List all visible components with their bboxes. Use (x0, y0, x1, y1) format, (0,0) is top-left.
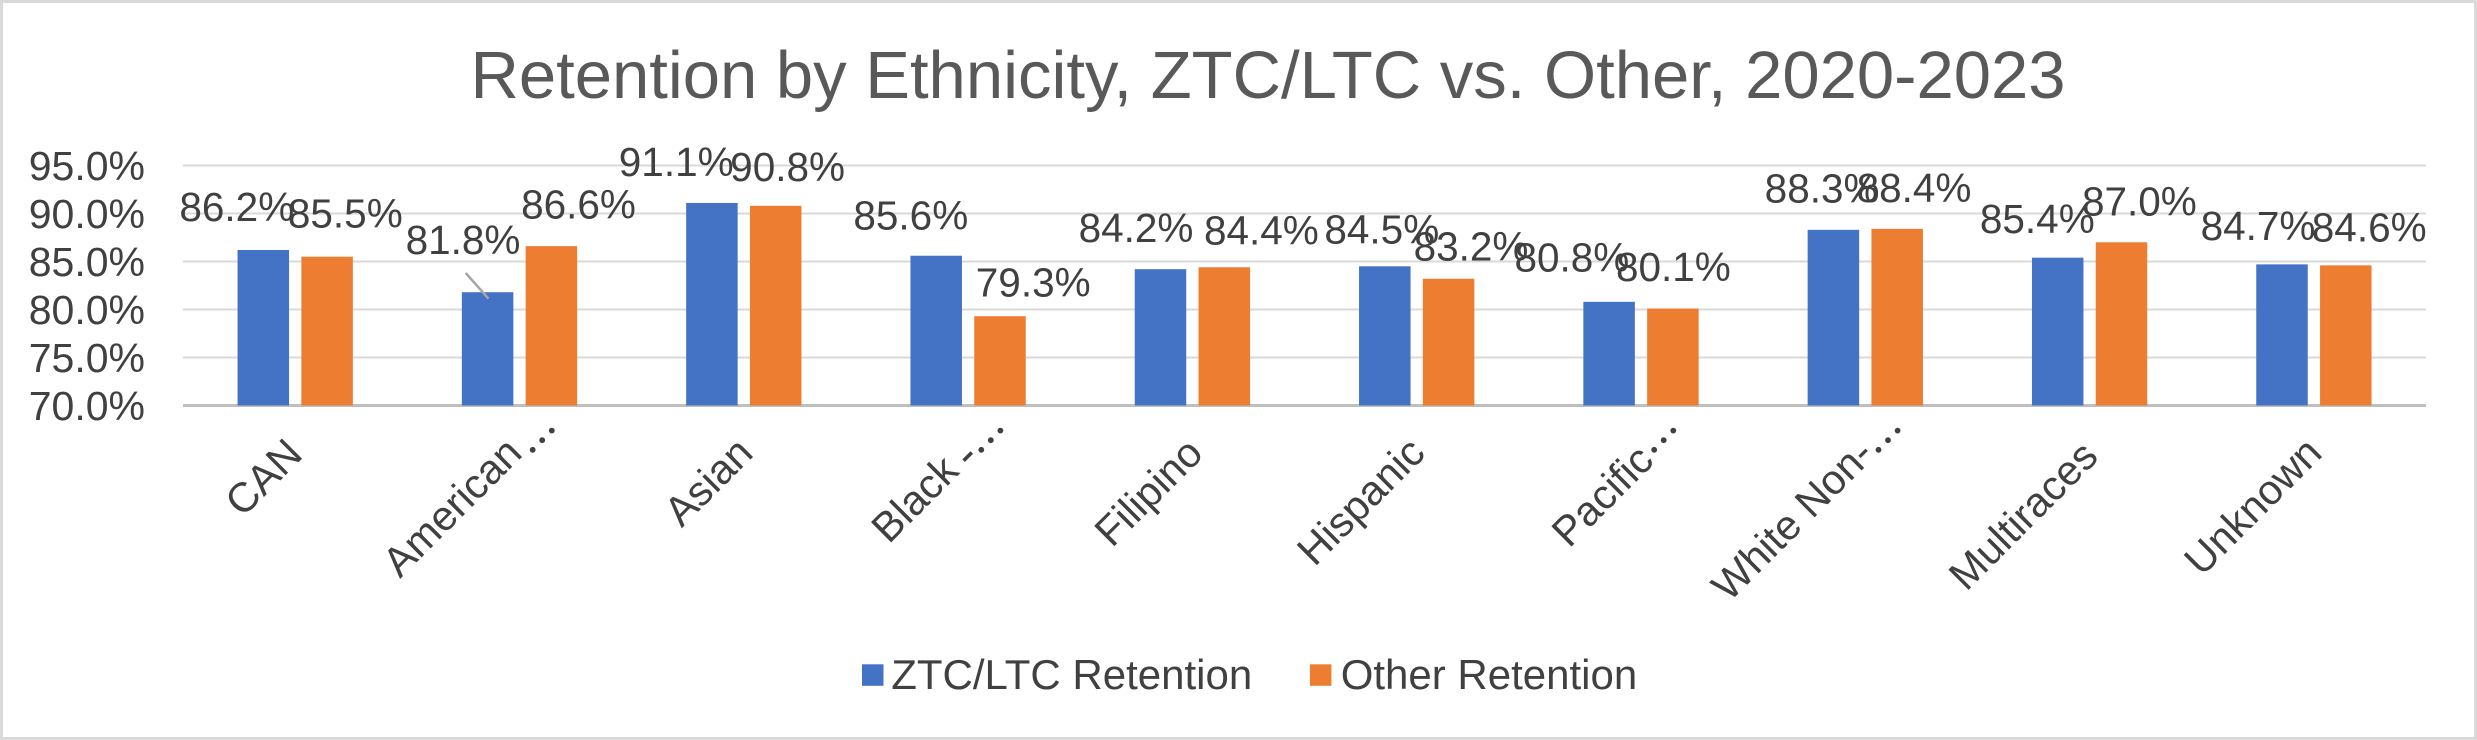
svg-text:84.2%: 84.2% (1079, 205, 1194, 251)
svg-text:Other Retention: Other Retention (1341, 651, 1638, 698)
svg-text:75.0%: 75.0% (29, 335, 145, 381)
svg-text:91.1%: 91.1% (619, 139, 734, 185)
svg-text:ZTC/LTC Retention: ZTC/LTC Retention (891, 651, 1252, 698)
svg-text:84.6%: 84.6% (2312, 204, 2427, 250)
svg-text:85.4%: 85.4% (1980, 196, 2095, 242)
svg-text:85.6%: 85.6% (853, 193, 968, 239)
svg-text:80.1%: 80.1% (1616, 244, 1731, 290)
svg-text:86.6%: 86.6% (521, 182, 636, 228)
svg-text:80.8%: 80.8% (1514, 234, 1629, 280)
svg-text:95.0%: 95.0% (29, 143, 145, 189)
svg-text:84.7%: 84.7% (2201, 203, 2316, 249)
svg-text:83.2%: 83.2% (1414, 224, 1529, 270)
svg-text:Retention by Ethnicity, ZTC/LT: Retention by Ethnicity, ZTC/LTC vs. Othe… (470, 38, 2065, 113)
svg-text:88.3%: 88.3% (1765, 166, 1880, 212)
svg-text:87.0%: 87.0% (2082, 179, 2197, 225)
svg-text:81.8%: 81.8% (406, 217, 521, 263)
svg-text:70.0%: 70.0% (29, 383, 145, 429)
svg-text:84.4%: 84.4% (1204, 207, 1319, 253)
svg-text:90.8%: 90.8% (730, 144, 845, 190)
svg-text:85.0%: 85.0% (29, 239, 145, 285)
svg-text:79.3%: 79.3% (976, 260, 1091, 306)
svg-text:84.5%: 84.5% (1324, 206, 1439, 252)
svg-text:85.5%: 85.5% (288, 191, 403, 237)
svg-text:80.0%: 80.0% (29, 287, 145, 333)
svg-text:90.0%: 90.0% (29, 191, 145, 237)
svg-text:88.4%: 88.4% (1857, 165, 1972, 211)
svg-text:86.2%: 86.2% (179, 184, 294, 230)
